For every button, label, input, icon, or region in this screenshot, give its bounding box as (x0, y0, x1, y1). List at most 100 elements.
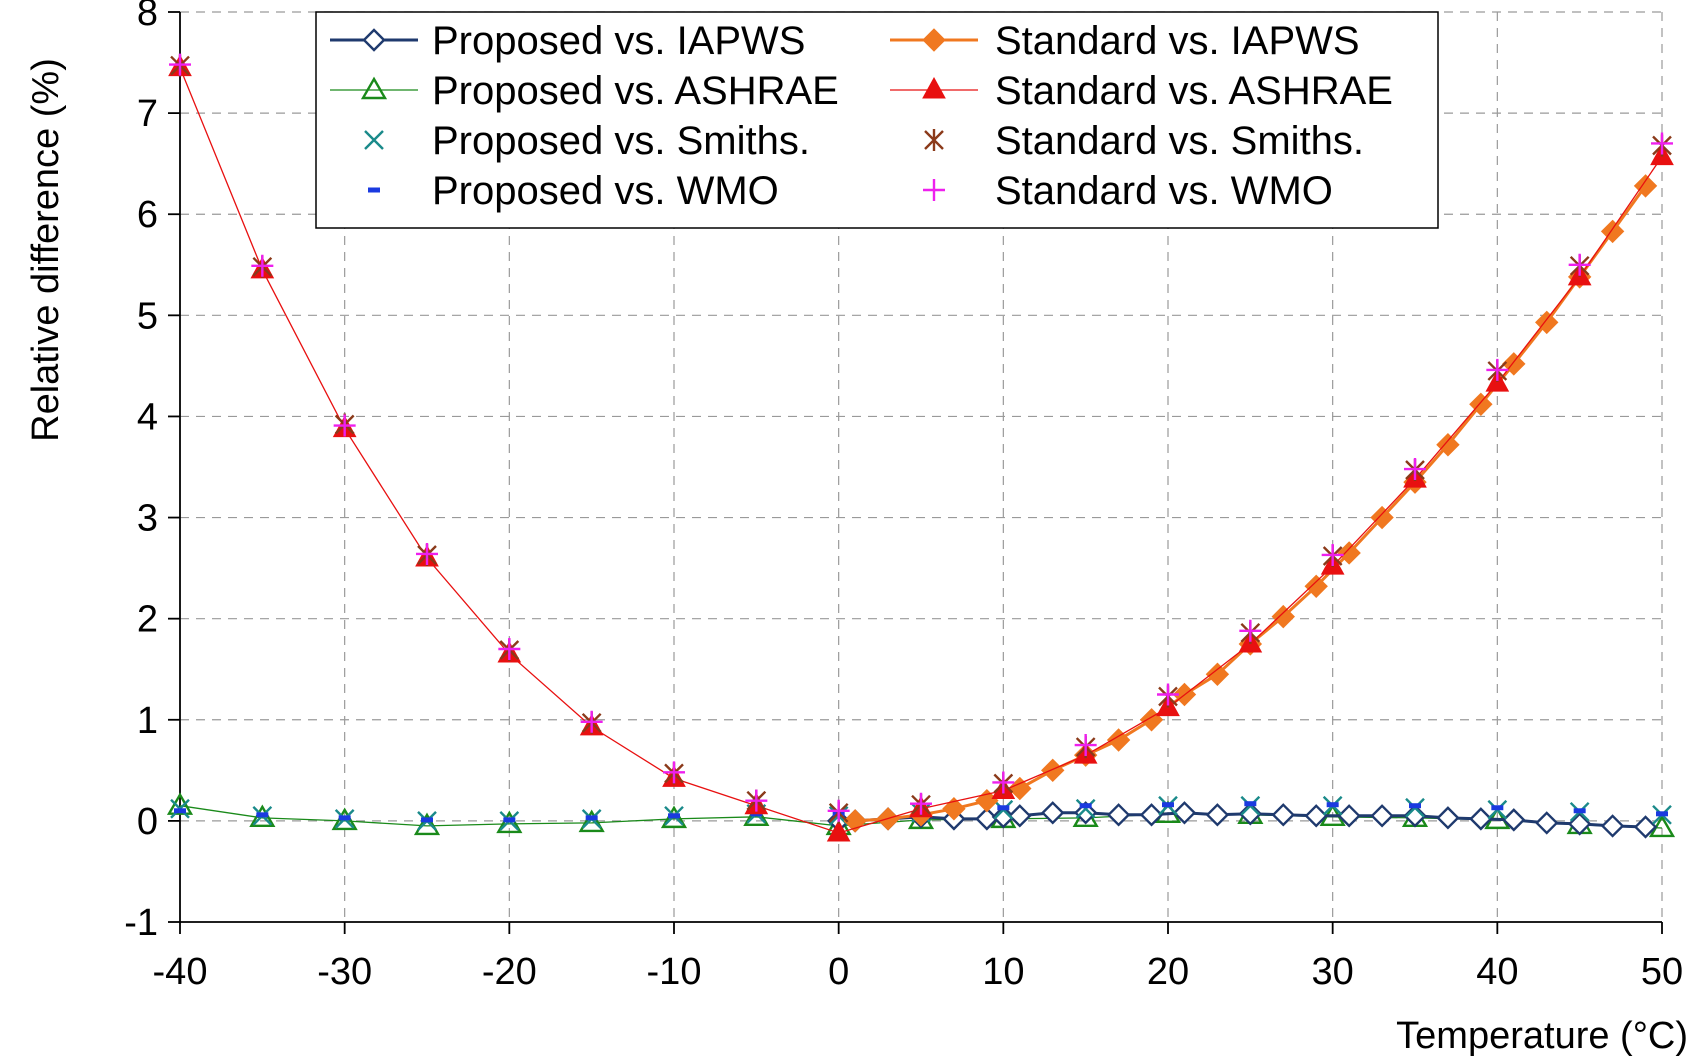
data-point (826, 819, 851, 842)
data-point (1486, 358, 1509, 381)
data-point (1436, 806, 1460, 830)
data-point (992, 771, 1015, 794)
data-point (1041, 758, 1065, 783)
legend-label: Standard vs. Smiths. (995, 119, 1364, 163)
x-tick-label: -10 (647, 951, 702, 993)
legend-item-proposed-vs-wmo: Proposed vs. WMO (368, 169, 779, 213)
x-tick-label: -30 (317, 951, 372, 993)
data-point (1651, 132, 1673, 155)
x-tick-label: 0 (828, 951, 849, 993)
data-point (1469, 807, 1493, 831)
data-point (910, 792, 932, 815)
y-axis-label: Relative difference (%) (25, 58, 67, 442)
x-tick-label: 30 (1312, 951, 1354, 993)
series-standard-vs-wmo (169, 53, 1673, 822)
series-line-standard-vs-iapws (855, 185, 1647, 823)
data-point (1600, 814, 1625, 838)
x-tick-label: 40 (1476, 951, 1518, 993)
y-tick-label: 1 (137, 700, 158, 742)
data-point (1502, 808, 1526, 832)
data-point (1304, 804, 1328, 828)
data-point (1403, 804, 1427, 828)
legend-item-standard-vs-ashrae: Standard vs. ASHRAE (890, 69, 1393, 113)
data-point (1337, 804, 1361, 828)
data-point (416, 542, 438, 565)
data-point (1172, 801, 1197, 825)
legend-label: Standard vs. IAPWS (995, 19, 1360, 63)
data-point (1370, 505, 1394, 530)
data-point (1567, 812, 1592, 836)
x-tick-label: -20 (482, 951, 537, 993)
legend-marker (360, 76, 388, 100)
y-tick-label: 6 (137, 194, 158, 236)
y-tick-label: 4 (137, 396, 158, 438)
data-point (1436, 433, 1460, 457)
y-tick-label: 8 (137, 0, 158, 34)
x-tick-label: 20 (1147, 951, 1189, 993)
data-point (1535, 811, 1559, 835)
y-tick-label: 2 (137, 599, 158, 641)
x-axis-label: Temperature (°C) (1396, 1015, 1688, 1057)
legend-marker (362, 28, 386, 52)
data-point (1370, 804, 1394, 828)
legend-marker (922, 28, 946, 52)
data-point (1304, 574, 1328, 599)
legend-marker (924, 129, 944, 151)
data-point (1106, 728, 1131, 752)
legend-item-proposed-vs-iapws: Proposed vs. IAPWS (330, 19, 805, 63)
x-tick-label: -40 (153, 951, 208, 993)
legend-items: Proposed vs. IAPWS Proposed vs. ASHRAE Pro… (330, 19, 1393, 213)
legend-marker (922, 76, 946, 99)
data-point (1139, 803, 1164, 827)
data-point (1238, 802, 1263, 826)
data-point (1633, 174, 1658, 198)
data-point (1535, 310, 1559, 335)
legend-label: Proposed vs. WMO (432, 169, 779, 213)
y-tick-label: 3 (137, 498, 158, 540)
data-point (1469, 392, 1493, 417)
legend-item-standard-vs-wmo: Standard vs. WMO (923, 169, 1333, 213)
legend-marker (364, 130, 384, 150)
y-tick-label: -1 (124, 902, 158, 944)
legend-label: Proposed vs. Smiths. (432, 119, 810, 163)
data-point (1157, 683, 1179, 706)
data-point (1404, 458, 1426, 481)
legend-label: Proposed vs. IAPWS (432, 19, 805, 63)
legend-label: Standard vs. ASHRAE (995, 69, 1393, 113)
y-tick-label: 5 (137, 295, 158, 337)
data-point (1271, 803, 1295, 827)
data-point (1337, 541, 1361, 565)
axes (168, 11, 1663, 934)
legend-label: Proposed vs. ASHRAE (432, 69, 839, 113)
data-point (1106, 803, 1131, 827)
data-point (1321, 543, 1344, 566)
data-point (1205, 662, 1230, 686)
data-point (169, 53, 191, 76)
legend-item-standard-vs-iapws: Standard vs. IAPWS (890, 19, 1360, 63)
legend-item-proposed-vs-ashrae: Proposed vs. ASHRAE (330, 69, 839, 113)
data-point (1568, 253, 1591, 276)
legend-item-proposed-vs-smiths: Proposed vs. Smiths. (364, 119, 810, 163)
data-point (827, 799, 850, 822)
data-point (991, 805, 1016, 829)
x-tick-label: 50 (1641, 951, 1683, 993)
data-point (1075, 798, 1096, 819)
data-point (1008, 804, 1032, 828)
data-point (1041, 801, 1065, 825)
legend-label: Standard vs. WMO (995, 169, 1333, 213)
legend-box (315, 11, 1439, 229)
data-point (1271, 604, 1295, 629)
y-tick-label: 0 (137, 801, 158, 843)
data-point (498, 638, 521, 660)
data-point (1074, 734, 1097, 757)
legend-marker (923, 179, 945, 201)
series-layer (166, 53, 1676, 842)
data-point (1205, 803, 1230, 827)
data-point (745, 789, 768, 812)
data-point (496, 810, 523, 834)
data-point (578, 809, 605, 833)
data-point (1633, 815, 1658, 839)
data-point (580, 710, 603, 733)
data-point (251, 254, 274, 277)
